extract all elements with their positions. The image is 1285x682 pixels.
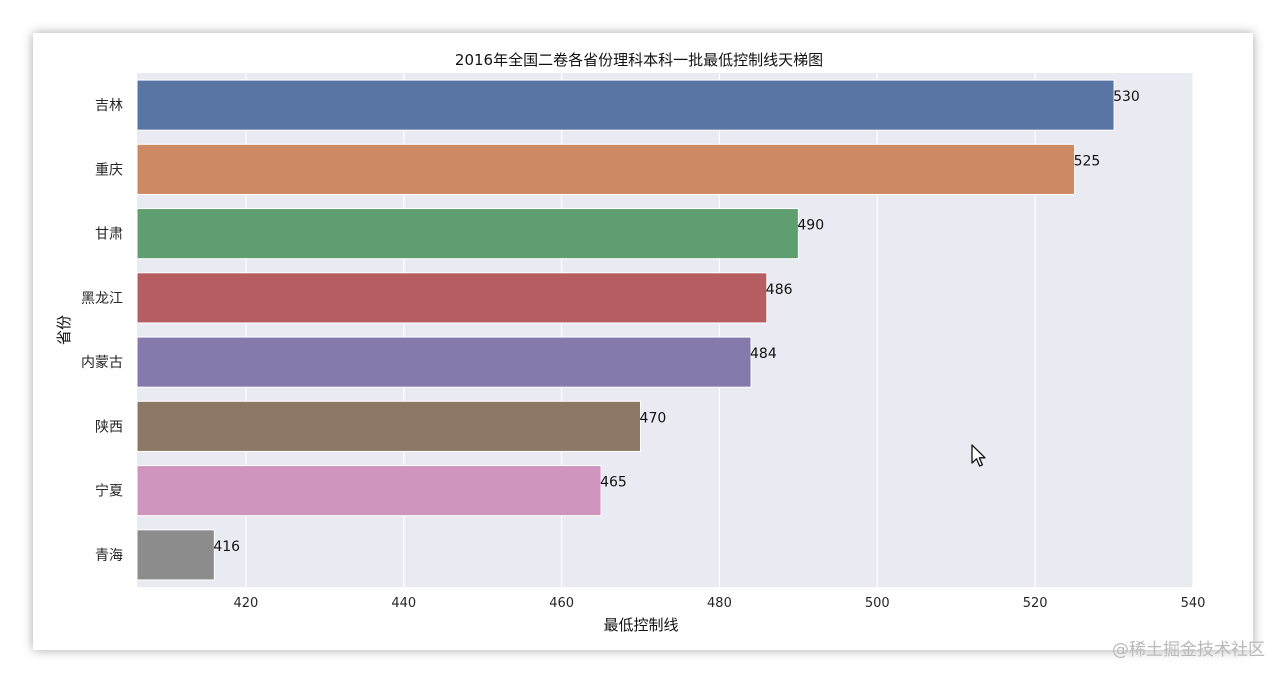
x-tick-label: 540 [1181, 596, 1206, 611]
bar [136, 400, 642, 452]
bar-value-label: 484 [750, 346, 777, 362]
bar-value-label: 416 [213, 539, 240, 555]
bar [136, 529, 215, 581]
bar [136, 272, 768, 324]
bar-value-label: 465 [600, 475, 627, 491]
x-tick-label: 480 [707, 596, 732, 611]
bar-value-label: 486 [766, 282, 793, 298]
chart-card: 420 440 460 480 500 520 540 530 吉林 525 重庆 490 甘肃 486 黑… [33, 33, 1253, 650]
bar [136, 208, 799, 260]
y-tick-label: 吉林 [95, 98, 123, 114]
y-tick-label: 内蒙古 [81, 355, 123, 371]
watermark: @稀土掘金技术社区 [1112, 640, 1265, 660]
y-tick-label: 重庆 [95, 162, 123, 178]
bar-chart: 420 440 460 480 500 520 540 530 吉林 525 重庆 490 甘肃 486 黑… [55, 51, 1206, 634]
bar [136, 465, 602, 517]
x-tick-label: 500 [865, 596, 890, 611]
bar [136, 143, 1076, 195]
x-tick-label: 460 [549, 596, 574, 611]
y-tick-label: 甘肃 [95, 227, 123, 243]
x-tick-label: 440 [391, 596, 416, 611]
x-axis-label: 最低控制线 [603, 616, 678, 634]
y-axis-label: 省份 [55, 315, 73, 345]
x-tick-label: 420 [234, 596, 259, 611]
chart-title: 2016年全国二卷各省份理科本科一批最低控制线天梯图 [455, 51, 823, 69]
bar-value-label: 470 [640, 410, 667, 426]
bar-value-label: 490 [797, 218, 824, 234]
y-tick-label: 陕西 [95, 419, 123, 435]
y-tick-label: 青海 [95, 548, 123, 564]
y-tick-label: 宁夏 [95, 483, 123, 500]
bar-value-label: 530 [1113, 89, 1140, 105]
bar [136, 336, 752, 388]
bar [136, 79, 1115, 131]
mouse-pointer-icon [971, 444, 986, 467]
bar-value-label: 525 [1074, 153, 1101, 169]
y-tick-label: 黑龙江 [81, 291, 123, 307]
x-tick-label: 520 [1023, 596, 1048, 611]
